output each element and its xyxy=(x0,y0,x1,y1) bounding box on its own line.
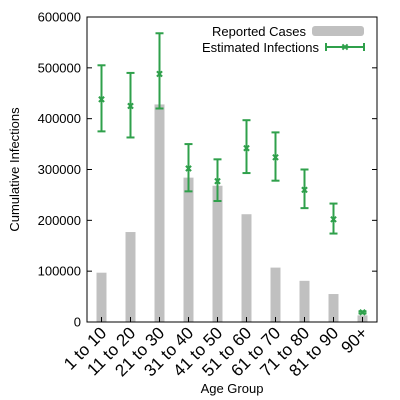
errorbar-point-2 xyxy=(126,71,135,139)
bar-7 xyxy=(270,267,281,322)
errorbar-point-8 xyxy=(300,168,309,210)
legend-swatch-reported-cases xyxy=(312,26,364,36)
y-axis-title: Cumulative Infections xyxy=(7,107,22,232)
legend-label-reported-cases: Reported Cases xyxy=(212,24,306,39)
errorbar-point-4 xyxy=(184,143,193,193)
bar-1 xyxy=(96,272,107,322)
errorbar-point-5 xyxy=(213,158,222,203)
legend-swatch-estimated-infections xyxy=(325,43,365,51)
errorbar-point-1 xyxy=(97,64,106,133)
y-tick-label-4: 400000 xyxy=(38,111,81,126)
y-tick-label-1: 100000 xyxy=(38,264,81,279)
errorbar-point-10 xyxy=(358,309,367,316)
bar-8 xyxy=(299,280,310,322)
x-tick-label-10: 90+ xyxy=(337,323,371,357)
bar-series-reported-cases xyxy=(96,104,368,322)
y-tick-label-2: 200000 xyxy=(38,213,81,228)
errorbar-series-estimated-infections xyxy=(97,32,367,316)
legend-label-estimated-infections: Estimated Infections xyxy=(202,40,320,55)
y-axis: 0 100000 200000 300000 400000 500000 600000 xyxy=(38,10,377,330)
errorbar-point-3 xyxy=(155,32,164,110)
y-tick-label-6: 600000 xyxy=(38,10,81,25)
bar-3 xyxy=(154,104,165,322)
bar-9 xyxy=(328,294,339,322)
bar-2 xyxy=(125,232,136,322)
y-tick-label-3: 300000 xyxy=(38,162,81,177)
errorbar-point-9 xyxy=(329,202,338,235)
y-tick-label-5: 500000 xyxy=(38,60,81,75)
x-axis-title: Age Group xyxy=(201,381,264,396)
bar-5 xyxy=(212,185,223,322)
bar-6 xyxy=(241,214,252,322)
y-tick-label-0: 0 xyxy=(74,315,81,330)
errorbar-point-6 xyxy=(242,119,251,175)
errorbar-point-7 xyxy=(271,131,280,182)
bar-4 xyxy=(183,177,194,322)
legend: Reported Cases Estimated Infections xyxy=(202,24,365,55)
